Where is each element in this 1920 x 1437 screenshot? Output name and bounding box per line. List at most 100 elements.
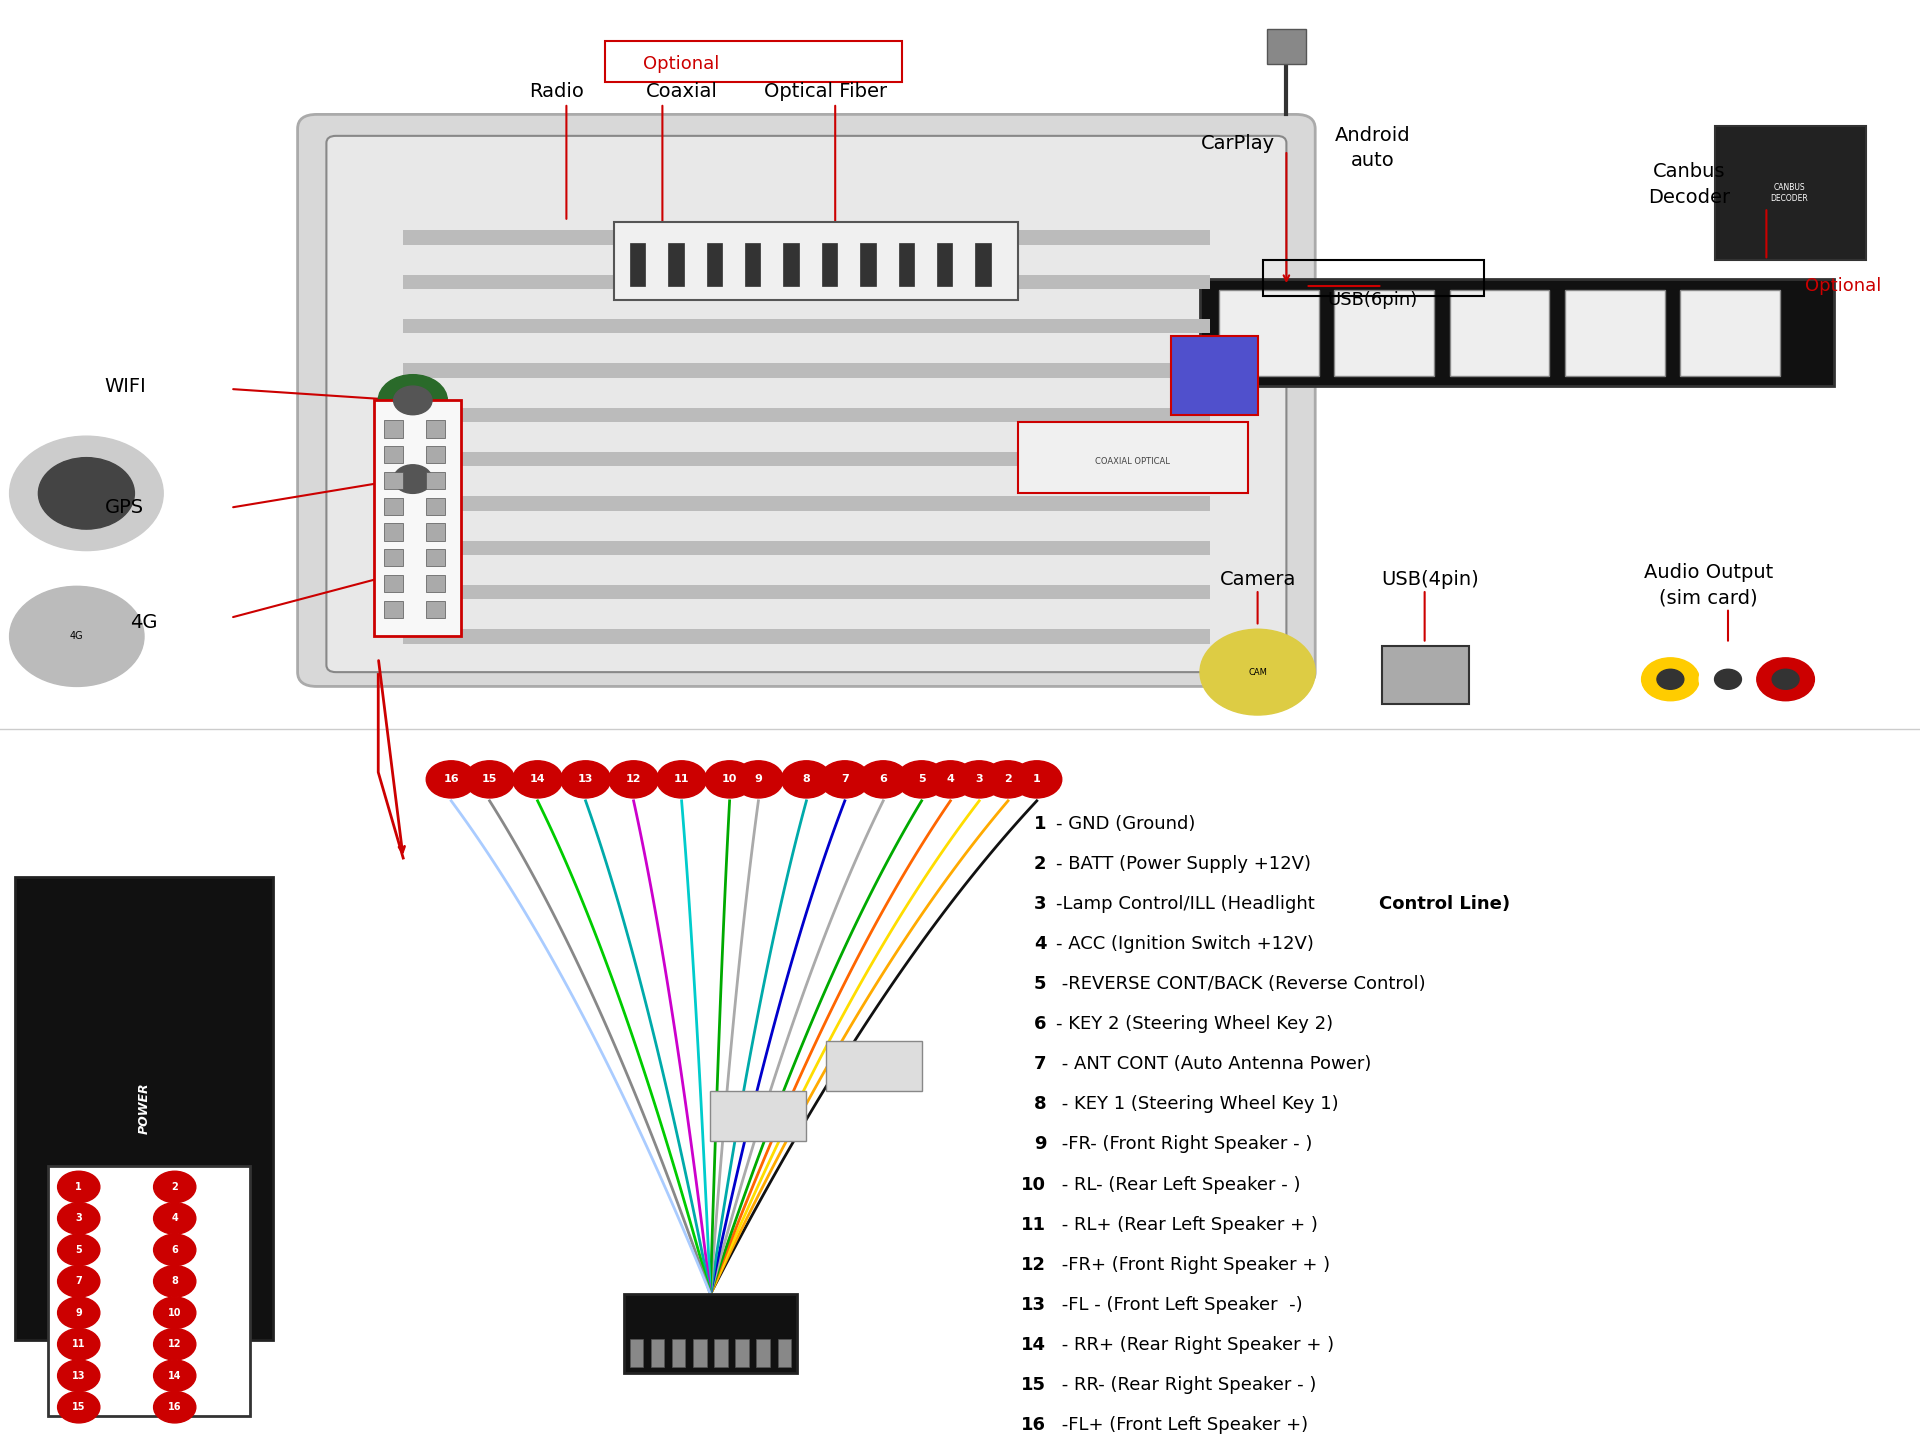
Circle shape — [390, 555, 436, 589]
Text: Coaxial: Coaxial — [645, 82, 718, 101]
FancyBboxPatch shape — [1715, 126, 1866, 260]
Circle shape — [1772, 670, 1799, 690]
Text: USB(6pin): USB(6pin) — [1327, 292, 1419, 309]
Circle shape — [58, 1171, 100, 1203]
FancyBboxPatch shape — [326, 137, 1286, 673]
Bar — [1219, 290, 1319, 376]
Bar — [630, 243, 645, 286]
Bar — [384, 445, 403, 463]
Bar — [672, 1338, 685, 1367]
Bar — [384, 523, 403, 540]
Bar — [403, 274, 1210, 289]
Bar — [403, 230, 1210, 244]
Text: 7: 7 — [75, 1276, 83, 1286]
Text: 13: 13 — [578, 775, 593, 785]
Bar — [860, 243, 876, 286]
Text: 6: 6 — [1033, 1016, 1046, 1033]
Text: 8: 8 — [171, 1276, 179, 1286]
Text: CANBUS
DECODER: CANBUS DECODER — [1770, 184, 1809, 203]
Bar — [630, 1338, 643, 1367]
Bar — [783, 243, 799, 286]
Text: WIFI: WIFI — [104, 376, 146, 395]
Bar — [384, 471, 403, 489]
Bar — [975, 243, 991, 286]
Circle shape — [378, 375, 447, 427]
Bar — [403, 451, 1210, 466]
Bar — [426, 523, 445, 540]
Bar — [1171, 336, 1258, 415]
Bar — [1267, 29, 1306, 65]
Circle shape — [1715, 670, 1741, 690]
Text: 5: 5 — [1033, 976, 1046, 993]
Bar — [937, 243, 952, 286]
Circle shape — [154, 1359, 196, 1391]
Bar — [1018, 422, 1248, 493]
Text: 1: 1 — [1033, 815, 1046, 833]
Text: 4: 4 — [947, 775, 954, 785]
Bar — [651, 1338, 664, 1367]
Bar — [403, 540, 1210, 555]
Text: - RR+ (Rear Right Speaker + ): - RR+ (Rear Right Speaker + ) — [1056, 1335, 1334, 1354]
Bar — [403, 364, 1210, 378]
Bar — [714, 1338, 728, 1367]
Circle shape — [1012, 760, 1062, 798]
Text: Decoder: Decoder — [1649, 188, 1730, 207]
Text: GPS: GPS — [106, 499, 144, 517]
Text: 2: 2 — [1033, 855, 1046, 874]
Bar — [756, 1338, 770, 1367]
Circle shape — [58, 1203, 100, 1234]
Text: 9: 9 — [755, 775, 762, 785]
Text: 11: 11 — [1021, 1216, 1046, 1233]
Text: 16: 16 — [1021, 1415, 1046, 1434]
Text: Audio Output: Audio Output — [1644, 562, 1774, 582]
Text: 12: 12 — [1021, 1256, 1046, 1273]
Bar — [614, 221, 1018, 300]
Bar — [403, 408, 1210, 422]
FancyBboxPatch shape — [298, 115, 1315, 687]
Circle shape — [820, 760, 870, 798]
Text: 2: 2 — [171, 1183, 179, 1191]
Text: -Lamp Control/ILL (Headlight: -Lamp Control/ILL (Headlight — [1056, 895, 1321, 914]
Text: 13: 13 — [1021, 1296, 1046, 1313]
Text: 13: 13 — [71, 1371, 86, 1381]
Text: 16: 16 — [444, 775, 459, 785]
Circle shape — [657, 760, 707, 798]
Bar — [426, 549, 445, 566]
Text: CarPlay: CarPlay — [1202, 134, 1275, 152]
Circle shape — [858, 760, 908, 798]
Text: (sim card): (sim card) — [1659, 588, 1759, 608]
Text: 9: 9 — [75, 1308, 83, 1318]
Text: 15: 15 — [71, 1403, 86, 1413]
Circle shape — [154, 1329, 196, 1359]
Circle shape — [781, 760, 831, 798]
Circle shape — [10, 586, 144, 687]
Text: 14: 14 — [1021, 1335, 1046, 1354]
Bar — [1263, 260, 1484, 296]
Bar — [426, 445, 445, 463]
Bar — [707, 243, 722, 286]
Text: -FR- (Front Right Speaker - ): -FR- (Front Right Speaker - ) — [1056, 1135, 1313, 1154]
Circle shape — [1757, 658, 1814, 701]
Text: -FL - (Front Left Speaker  -): -FL - (Front Left Speaker -) — [1056, 1296, 1302, 1313]
Bar — [426, 471, 445, 489]
Bar — [605, 42, 902, 82]
Bar — [403, 629, 1210, 644]
Bar — [1334, 290, 1434, 376]
Text: 10: 10 — [1021, 1175, 1046, 1194]
Text: - BATT (Power Supply +12V): - BATT (Power Supply +12V) — [1056, 855, 1311, 874]
Text: USB(4pin): USB(4pin) — [1382, 569, 1478, 589]
Text: Optional: Optional — [643, 56, 720, 73]
Text: 15: 15 — [482, 775, 497, 785]
Text: COAXIAL OPTICAL: COAXIAL OPTICAL — [1096, 457, 1169, 467]
Text: 15: 15 — [1021, 1375, 1046, 1394]
Circle shape — [10, 437, 163, 550]
Bar — [822, 243, 837, 286]
Circle shape — [897, 760, 947, 798]
Text: 14: 14 — [530, 775, 545, 785]
Text: CAM: CAM — [1248, 668, 1267, 677]
Bar — [693, 1338, 707, 1367]
Circle shape — [58, 1298, 100, 1329]
Text: 7: 7 — [841, 775, 849, 785]
Text: - KEY 2 (Steering Wheel Key 2): - KEY 2 (Steering Wheel Key 2) — [1056, 1016, 1332, 1033]
Text: 11: 11 — [71, 1339, 86, 1349]
